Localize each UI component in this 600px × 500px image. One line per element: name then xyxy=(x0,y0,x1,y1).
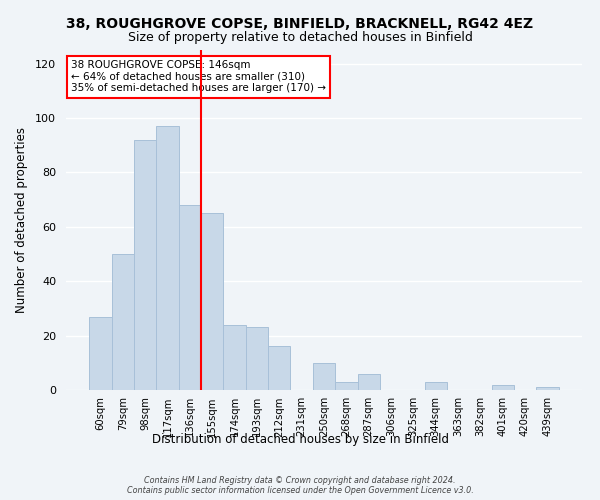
Bar xyxy=(134,140,157,390)
Bar xyxy=(335,382,358,390)
Text: Contains HM Land Registry data © Crown copyright and database right 2024.
Contai: Contains HM Land Registry data © Crown c… xyxy=(127,476,473,495)
Bar xyxy=(358,374,380,390)
Bar xyxy=(201,213,223,390)
Bar xyxy=(425,382,447,390)
Text: 38 ROUGHGROVE COPSE: 146sqm
← 64% of detached houses are smaller (310)
35% of se: 38 ROUGHGROVE COPSE: 146sqm ← 64% of det… xyxy=(71,60,326,94)
Bar xyxy=(246,328,268,390)
Text: 38, ROUGHGROVE COPSE, BINFIELD, BRACKNELL, RG42 4EZ: 38, ROUGHGROVE COPSE, BINFIELD, BRACKNEL… xyxy=(67,18,533,32)
Bar xyxy=(223,324,246,390)
Bar xyxy=(179,205,201,390)
Bar xyxy=(89,316,112,390)
Bar xyxy=(491,384,514,390)
Bar xyxy=(536,388,559,390)
Bar xyxy=(157,126,179,390)
Bar xyxy=(112,254,134,390)
Text: Size of property relative to detached houses in Binfield: Size of property relative to detached ho… xyxy=(128,31,472,44)
Bar xyxy=(268,346,290,390)
Bar xyxy=(313,363,335,390)
Text: Distribution of detached houses by size in Binfield: Distribution of detached houses by size … xyxy=(151,432,449,446)
Y-axis label: Number of detached properties: Number of detached properties xyxy=(15,127,28,313)
